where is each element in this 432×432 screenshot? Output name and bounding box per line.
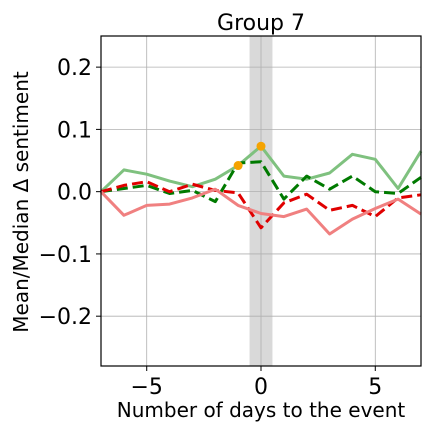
series-line-2 <box>100 160 422 204</box>
x-tick-label: 5 <box>368 375 382 400</box>
chart-title: Group 7 <box>217 11 305 36</box>
series-line-4 <box>99 187 422 236</box>
y-tick-label: 0.0 <box>57 181 92 206</box>
event-marker-point <box>256 141 266 151</box>
plot-area <box>99 36 423 366</box>
x-tick-label: −5 <box>130 375 162 400</box>
y-tick-label: −0.1 <box>39 243 92 268</box>
y-axis-label: Mean/Median Δ sentiment <box>9 71 33 333</box>
y-tick-label: 0.2 <box>57 56 92 81</box>
x-tick-label: 0 <box>254 375 268 400</box>
x-axis-label: Number of days to the event <box>117 398 406 422</box>
y-tick-label: 0.1 <box>57 118 92 143</box>
y-tick-label: −0.2 <box>39 305 92 330</box>
event-marker-point <box>233 161 243 171</box>
